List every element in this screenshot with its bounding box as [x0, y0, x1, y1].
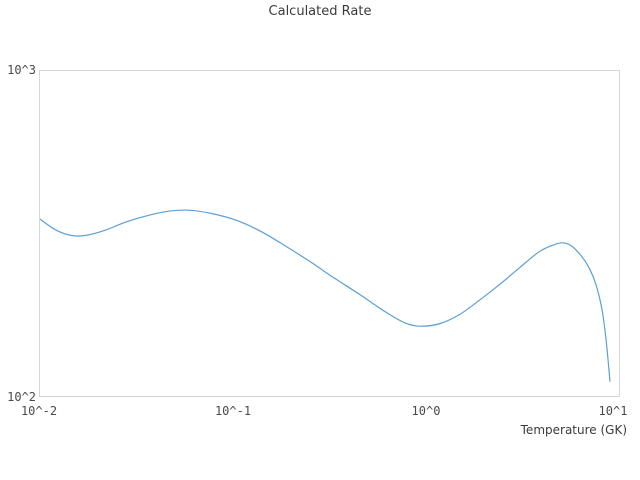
x-tick-label-1e-1: 10^-1: [214, 404, 252, 418]
x-tick-label-1e1: 10^1: [598, 404, 628, 418]
rate-line-series: [40, 209, 611, 382]
x-tick-label-1e0: 10^0: [411, 404, 441, 418]
x-tick-label-1e-2: 10^-2: [20, 404, 58, 418]
y-tick-label-1e2: 10^2: [7, 390, 36, 404]
chart-title: Calculated Rate: [268, 4, 372, 19]
x-axis-title: Temperature (GK): [520, 423, 627, 437]
line-chart-canvas: [40, 209, 611, 382]
plot-area: [39, 70, 620, 397]
y-tick-label-1e3: 10^3: [7, 63, 36, 77]
